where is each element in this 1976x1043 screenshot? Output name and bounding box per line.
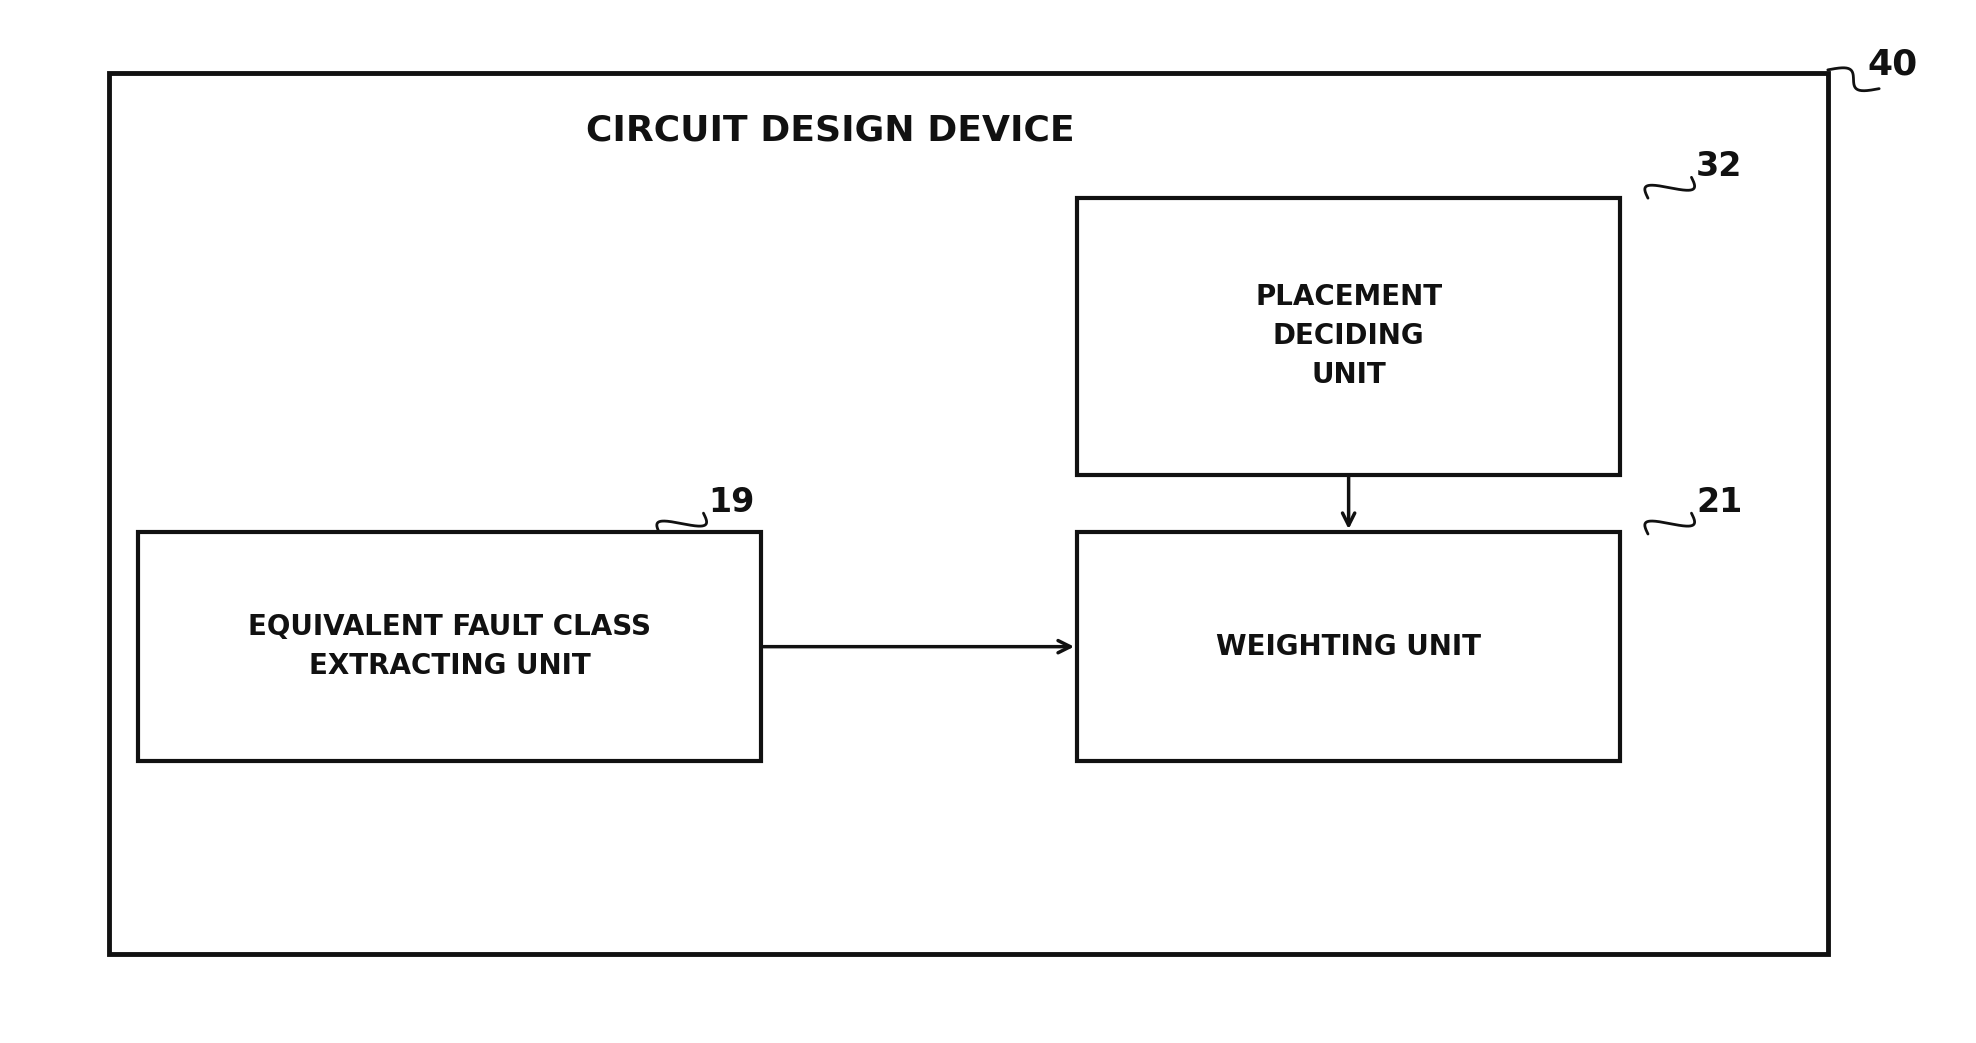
Bar [138,532,761,761]
Text: 32: 32 [1695,150,1743,184]
Text: EQUIVALENT FAULT CLASS
EXTRACTING UNIT: EQUIVALENT FAULT CLASS EXTRACTING UNIT [249,613,650,680]
Text: PLACEMENT
DECIDING
UNIT: PLACEMENT DECIDING UNIT [1255,284,1442,389]
Text: CIRCUIT DESIGN DEVICE: CIRCUIT DESIGN DEVICE [585,114,1075,147]
Bar [1077,532,1620,761]
Text: 40: 40 [1867,48,1919,81]
Text: WEIGHTING UNIT: WEIGHTING UNIT [1215,633,1482,660]
Text: 21: 21 [1695,486,1743,519]
Bar [109,73,1828,954]
Bar [1077,198,1620,475]
Text: 19: 19 [707,486,755,519]
